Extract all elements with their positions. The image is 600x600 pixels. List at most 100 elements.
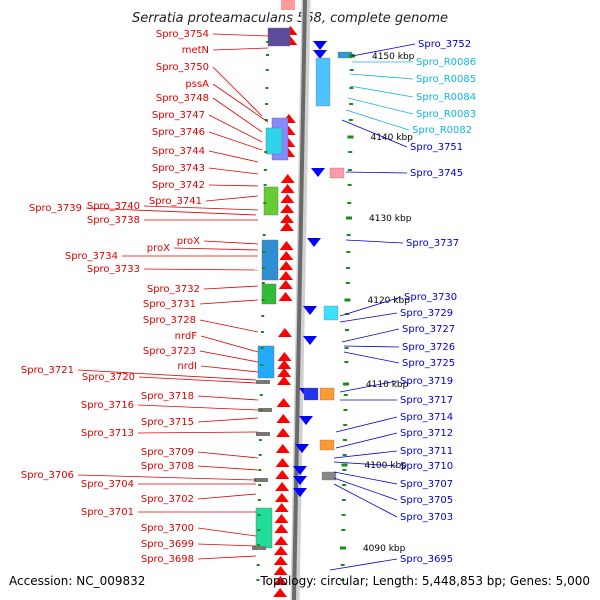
- right-label-leader: [339, 296, 402, 317]
- left-gene-label: Spro_3747: [152, 110, 205, 121]
- forward-gene-arrow: [280, 214, 295, 223]
- scale-tick: [343, 424, 348, 426]
- right-label-leader: [347, 97, 414, 115]
- scale-tick: [349, 69, 354, 71]
- right-gene-label: Spro_3714: [400, 412, 453, 423]
- right-label-leader: [333, 483, 398, 518]
- forward-gene-arrow: [273, 566, 288, 575]
- scale-tick: [340, 579, 345, 581]
- right-label-leader: [349, 85, 414, 98]
- left-gene-label: pssA: [185, 79, 209, 90]
- scale-tick: [349, 103, 354, 105]
- minor-tick: [261, 315, 265, 317]
- left-gene-label: Spro_3754: [156, 29, 209, 40]
- minor-tick: [260, 347, 264, 349]
- right-gene-label: Spro_3751: [410, 142, 463, 153]
- right-gene-label: Spro_3695: [400, 554, 453, 565]
- scale-label: 4130 kbp: [369, 214, 412, 224]
- scale-major-tick: [344, 298, 351, 302]
- left-gene-label: Spro_3708: [141, 461, 194, 472]
- minor-tick: [260, 331, 264, 333]
- forward-gene-arrow: [277, 328, 292, 337]
- scale-tick: [344, 329, 349, 331]
- forward-gene-arrow: [276, 428, 291, 437]
- forward-gene-arrow: [274, 514, 289, 523]
- scale-tick: [342, 439, 347, 441]
- minor-tick: [256, 564, 260, 566]
- forward-gene-arrow: [280, 174, 295, 183]
- left-gene-label: Spro_3728: [143, 315, 196, 326]
- gene-block: [319, 439, 335, 451]
- minor-tick: [259, 394, 263, 396]
- right-gene-label: Spro_3745: [410, 168, 463, 179]
- minor-tick: [258, 439, 262, 441]
- feature-track: [252, 0, 353, 597]
- minor-tick: [262, 234, 266, 236]
- left-gene-label: Spro_3720: [82, 372, 135, 383]
- forward-gene-arrow: [277, 376, 292, 385]
- gene-block: [265, 127, 283, 155]
- right-gene-label: Spro_3730: [404, 292, 457, 303]
- right-gene-label: Spro_R0085: [416, 74, 476, 85]
- left-label-leader: [197, 543, 257, 547]
- left-label-leader: [143, 205, 259, 211]
- scale-major-tick: [346, 216, 353, 220]
- left-label-leader: [138, 376, 257, 384]
- left-label-leader: [208, 150, 259, 163]
- left-gene-label: Spro_3715: [141, 417, 194, 428]
- minor-tick: [263, 169, 267, 171]
- left-label-leader: [173, 247, 259, 251]
- left-label-leader: [208, 167, 259, 175]
- scale-label: 4140 kbp: [370, 133, 413, 143]
- right-gene-label: Spro_3727: [402, 324, 455, 335]
- reverse-gene-arrow: [295, 444, 309, 453]
- scale-tick: [347, 169, 352, 171]
- left-gene-label: Spro_3713: [81, 428, 134, 439]
- left-gene-label: proX: [177, 236, 200, 247]
- minor-tick: [258, 484, 262, 486]
- left-label-leader: [137, 431, 259, 434]
- right-gene-label: Spro_3726: [402, 342, 455, 353]
- left-label-leader: [203, 240, 259, 245]
- minor-tick: [261, 282, 265, 284]
- forward-gene-arrow: [279, 251, 294, 260]
- minor-tick: [259, 409, 263, 411]
- small-gene-marker: [254, 478, 268, 482]
- forward-gene-arrow: [279, 261, 294, 270]
- right-label-leader: [343, 351, 400, 364]
- right-label-leader: [345, 171, 408, 174]
- left-gene-label: Spro_3742: [152, 180, 205, 191]
- right-gene-label: Spro_3707: [400, 479, 453, 490]
- right-gene-label: Spro_3719: [400, 376, 453, 387]
- scale-tick: [342, 454, 347, 456]
- reverse-gene-arrow: [293, 466, 307, 475]
- forward-gene-arrow: [280, 194, 295, 203]
- left-label-leader: [199, 350, 259, 363]
- left-label-column: Spro_3754 metN Spro_3750 pssA Spro_3748 Spro_…: [21, 29, 269, 565]
- left-gene-label: nrdI: [177, 361, 197, 372]
- scale-tick: [342, 484, 347, 486]
- gene-block: [321, 471, 337, 481]
- right-label-leader: [329, 558, 398, 571]
- left-label-leader: [197, 527, 257, 537]
- minor-tick: [257, 529, 261, 531]
- left-label-leader: [197, 555, 257, 560]
- left-label-leader: [203, 285, 259, 290]
- left-label-leader: [197, 493, 257, 500]
- minor-tick: [257, 499, 261, 501]
- gene-block: [261, 283, 277, 305]
- minor-tick: [265, 103, 269, 105]
- left-gene-label: Spro_3700: [141, 523, 194, 534]
- forward-gene-arrow: [274, 503, 289, 512]
- small-gene-marker: [256, 380, 270, 384]
- forward-gene-arrow: [273, 588, 288, 597]
- genome-backbone: [290, 0, 311, 600]
- gene-block: [263, 186, 279, 216]
- forward-gene-arrow: [273, 576, 288, 585]
- scale-tick: [341, 514, 346, 516]
- minor-tick: [265, 54, 269, 56]
- scale-tick: [342, 469, 347, 471]
- gene-block: [261, 239, 279, 281]
- left-label-leader: [137, 404, 259, 411]
- scale-major-tick: [339, 546, 346, 550]
